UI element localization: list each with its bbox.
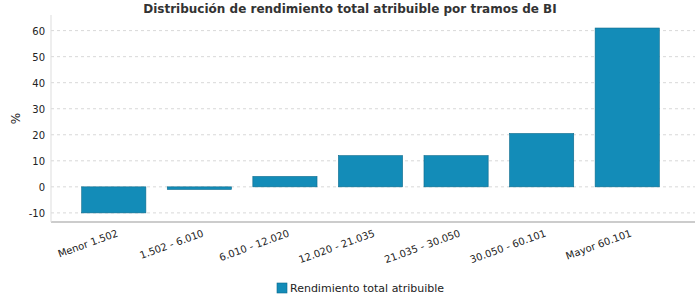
x-tick-label: 12.020 - 21.035 [297, 228, 376, 266]
title: Distribución de rendimiento total atribu… [143, 2, 556, 16]
y-tick-label: 60 [32, 26, 45, 37]
legend-label: Rendimiento total atribuible [290, 282, 444, 295]
bar [595, 28, 659, 187]
chart: Distribución de rendimiento total atribu… [0, 0, 700, 300]
y-tick-label: 30 [32, 104, 45, 115]
x-tick-label: 30.050 - 60.101 [468, 228, 547, 266]
x-tick-label: 1.502 - 6.010 [138, 228, 205, 261]
x-tick-label: 6.010 - 12.020 [218, 228, 291, 264]
x-tick-label: Menor 1.502 [56, 228, 119, 260]
y-axis-line [51, 15, 52, 222]
bar [510, 133, 574, 186]
y-tick-label: 0 [39, 182, 45, 193]
bars [82, 28, 660, 213]
bar [82, 187, 146, 213]
bar [338, 156, 402, 187]
grid-line [51, 212, 695, 213]
bar [424, 156, 488, 187]
x-tick-label: Mayor 60.101 [564, 228, 633, 262]
y-axis-label: % [9, 113, 23, 124]
y-tick-label: 20 [32, 130, 45, 141]
legend-swatch [277, 283, 287, 293]
x-tick-label: 21.035 - 30.050 [383, 228, 462, 266]
y-tick-label: 40 [32, 78, 45, 89]
x-axis-line [51, 222, 695, 223]
y-tick-label: -10 [29, 208, 45, 219]
y-tick-label: 10 [32, 156, 45, 167]
y-tick-label: 50 [32, 52, 45, 63]
bar [253, 176, 317, 186]
bar [167, 187, 231, 190]
